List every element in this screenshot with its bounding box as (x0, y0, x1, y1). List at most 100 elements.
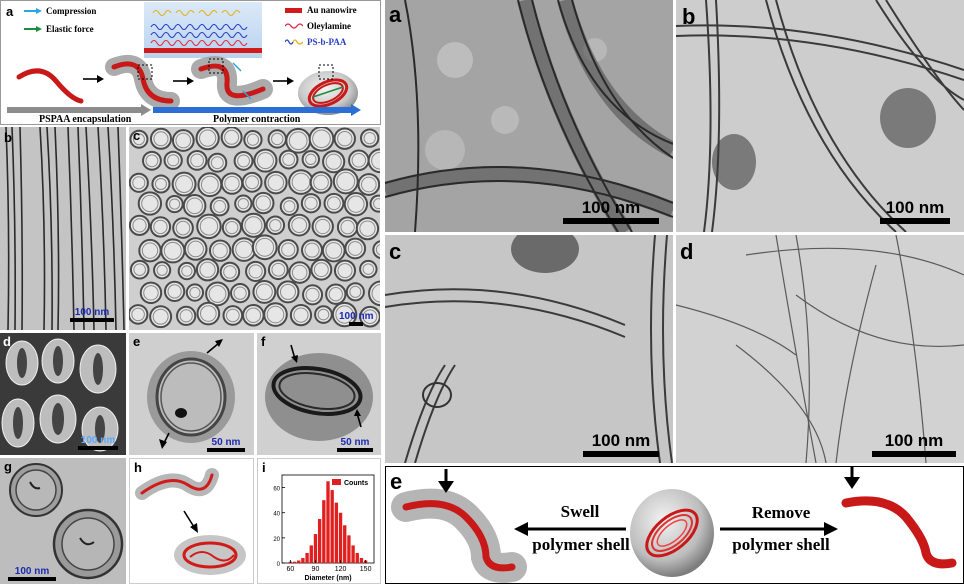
panel-h-label: h (134, 460, 142, 475)
compression-arrow-icon (24, 8, 42, 14)
contraction-schematic-h (135, 468, 246, 575)
panel-c-label: c (133, 128, 141, 143)
panel-c-large: c 100 nm (385, 235, 673, 463)
remove-label: Remove (726, 503, 836, 523)
histogram-bar (326, 481, 330, 563)
panel-b-large: b 100 nm (676, 0, 964, 232)
remove-label-line2: polymer shell (732, 535, 830, 554)
histogram-bar (330, 490, 334, 563)
nanowire-bundle (5, 127, 125, 330)
center-ellipsoid (630, 489, 714, 577)
step2-label: Polymer contraction (213, 114, 301, 125)
step-arrow-3 (273, 77, 294, 85)
ring-particle (153, 261, 172, 280)
schematic-panel: a Compression Elastic force Au nanowire … (0, 0, 381, 125)
down-arrow-left (438, 469, 454, 493)
swell-label-2: polymer shell (526, 535, 636, 555)
pspaa-legend-icon (285, 39, 303, 45)
swell-label-line1: Swell (560, 502, 600, 521)
panel-e-small-label: e (133, 334, 141, 349)
elastic-arrow-icon (24, 26, 42, 32)
histogram-bar (343, 525, 347, 563)
remove-label-line1: Remove (751, 503, 811, 522)
schematic-drawing (7, 2, 361, 116)
panel-d-scalebar: 100 nm (78, 435, 118, 450)
single-particle-f (265, 344, 373, 441)
ring-particle (151, 174, 171, 194)
panel-d-large: d 100 nm (676, 235, 964, 463)
ligand-surface-inset (144, 2, 262, 58)
panel-e-large-schematic: e Swell polymer shell Remove (385, 466, 964, 584)
histogram-bar (359, 557, 364, 563)
panel-f-small-label: f (261, 334, 266, 349)
x-tick-label: 90 (312, 566, 320, 573)
histogram-bar (305, 552, 309, 563)
histogram-bar (322, 500, 326, 563)
panel-f-small-scalebar: 50 nm (337, 437, 373, 452)
ring-particle (165, 194, 184, 214)
oleylamine-legend-icon (285, 23, 303, 29)
ring-particle (234, 194, 253, 213)
swell-label-line2: polymer shell (532, 535, 630, 554)
ring-particle (185, 283, 205, 302)
ring-particle (367, 148, 380, 174)
large-c-image (385, 235, 673, 463)
y-tick-label: 20 (273, 537, 280, 543)
ring-particle (368, 280, 380, 307)
step-arrow-2 (173, 77, 194, 85)
x-tick-label: 150 (360, 566, 372, 573)
panel-a-large: a 100 nm (385, 0, 673, 232)
histogram-bar (313, 534, 318, 563)
panel-i-histogram: i 0 20 40 60 60 90 120 150 Diameter (nm) Counts (257, 458, 381, 584)
large-d-image (676, 235, 964, 463)
swell-label: Swell (534, 502, 626, 522)
legend-compression-label: Compression (46, 6, 97, 16)
panel-c-scalebar: 100 nm (339, 311, 373, 326)
histogram-bar (351, 545, 355, 563)
remove-label-2: polymer shell (720, 535, 842, 555)
histogram-bar (309, 545, 313, 563)
step1-label: PSPAA encapsulation (39, 114, 132, 125)
legend-pspaa-label: PS-b-PAA (307, 37, 347, 47)
panel-a-large-scalebar: 100 nm (563, 198, 659, 224)
histogram-bar (297, 560, 301, 563)
legend-au-nanowire: Au nanowire (285, 5, 357, 15)
y-tick-label: 40 (273, 512, 280, 518)
panel-b-nanowires: b 100 nm (0, 127, 126, 330)
ring-particle (285, 127, 312, 154)
x-tick-label: 120 (335, 566, 347, 573)
histogram-bar (292, 561, 297, 563)
panel-e-particle: e 50 nm (129, 333, 254, 455)
down-arrow-right (844, 467, 860, 489)
bare-nanowire (16, 68, 84, 104)
ring-particle (177, 261, 196, 281)
panel-d-sem: d 100 nm (0, 333, 126, 455)
legend-au-label: Au nanowire (307, 5, 357, 15)
legend-compression: Compression (23, 6, 96, 16)
histogram-bar (334, 502, 339, 563)
ring-particles (129, 127, 380, 329)
remove-arrow (720, 522, 838, 536)
panel-g-particles: g 100 nm (0, 458, 126, 584)
single-particle-e (147, 339, 235, 449)
bare-wire-final (841, 496, 957, 569)
panel-d-large-label: d (680, 239, 694, 264)
swollen-wire (402, 500, 516, 572)
large-a-image (385, 0, 673, 232)
panel-b-label: b (4, 130, 12, 145)
ring-particle (196, 213, 222, 240)
panel-c-large-label: c (389, 239, 402, 264)
legend-oleylamine-label: Oleylamine (307, 21, 351, 31)
panel-e-small-scalebar: 50 nm (207, 437, 245, 452)
panel-b-large-label: b (682, 4, 696, 29)
legend-label: Counts (344, 480, 368, 487)
ring-particle (359, 259, 378, 279)
panel-h-schematic: h (129, 458, 254, 584)
legend-elastic-label: Elastic force (46, 24, 94, 34)
panel-c-large-scalebar: 100 nm (583, 431, 659, 457)
histogram-bar (355, 552, 359, 563)
process-arrow-encapsulation (7, 104, 151, 116)
swell-arrow (514, 522, 626, 536)
panel-d-large-scalebar: 100 nm (872, 431, 956, 457)
panel-g-scalebar: 100 nm (8, 566, 56, 581)
